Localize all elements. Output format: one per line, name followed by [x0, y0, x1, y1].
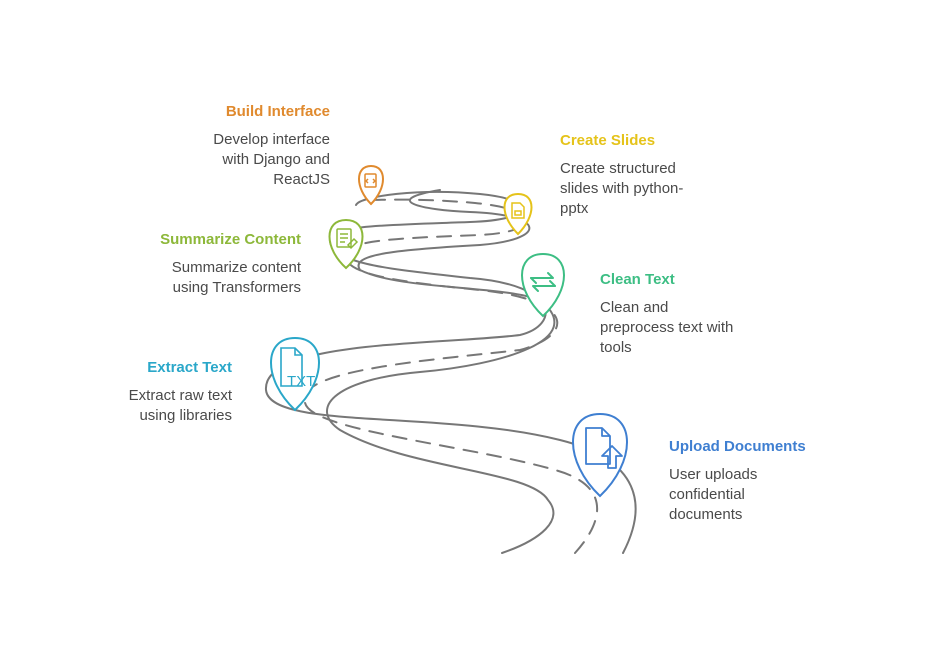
step-description: Extract raw text using libraries — [128, 387, 232, 424]
marker-summarize-content — [328, 218, 364, 270]
step-summarize-content: Summarize Content Summarize content usin… — [81, 230, 301, 298]
txt-file-icon: TXT — [280, 347, 315, 390]
step-upload-documents: Upload Documents User uploads confidenti… — [669, 437, 899, 525]
marker-build-interface — [358, 164, 384, 206]
upload-document-icon — [585, 427, 623, 469]
step-title: Upload Documents — [669, 438, 806, 455]
step-clean-text: Clean Text Clean and preprocess text wit… — [600, 270, 800, 358]
step-description: Clean and preprocess text with tools — [600, 299, 734, 356]
step-description: Develop interface with Django and ReactJ… — [213, 131, 330, 188]
step-title: Create Slides — [560, 132, 656, 149]
swap-arrows-icon — [530, 272, 556, 292]
step-title: Build Interface — [225, 103, 330, 120]
marker-extract-text: TXT — [270, 336, 320, 412]
summary-document-icon — [336, 228, 359, 250]
step-build-interface: Build Interface Develop interface with D… — [110, 102, 330, 190]
slide-document-icon — [511, 202, 525, 219]
step-title: Extract Text — [147, 359, 232, 376]
txt-file-icon-label: TXT — [287, 373, 315, 390]
marker-create-slides — [503, 192, 533, 236]
step-description: Summarize content using Transformers — [171, 259, 301, 296]
step-description: User uploads confidential documents — [669, 466, 758, 523]
step-title: Summarize Content — [160, 231, 301, 248]
step-create-slides: Create Slides Create structured slides w… — [560, 131, 760, 219]
marker-clean-text — [521, 252, 565, 318]
code-document-icon — [364, 173, 377, 188]
step-title: Clean Text — [600, 271, 675, 288]
step-description: Create structured slides with python- pp… — [560, 160, 684, 217]
marker-upload-documents — [572, 412, 628, 498]
step-extract-text: Extract Text Extract raw text using libr… — [32, 358, 232, 426]
